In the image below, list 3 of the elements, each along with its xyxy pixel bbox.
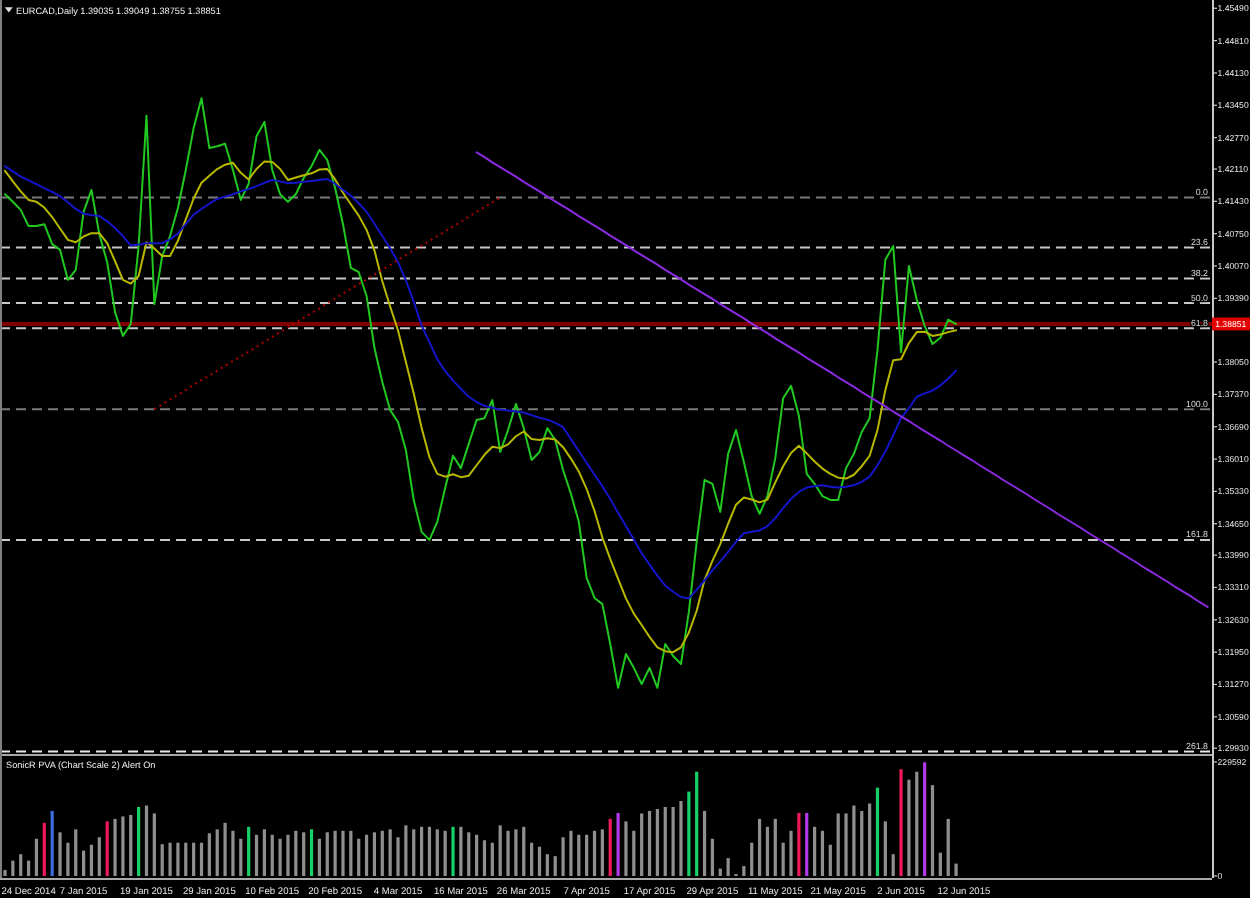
line-series (475, 151, 1209, 608)
line-series (153, 196, 502, 411)
line-series (4, 97, 958, 689)
